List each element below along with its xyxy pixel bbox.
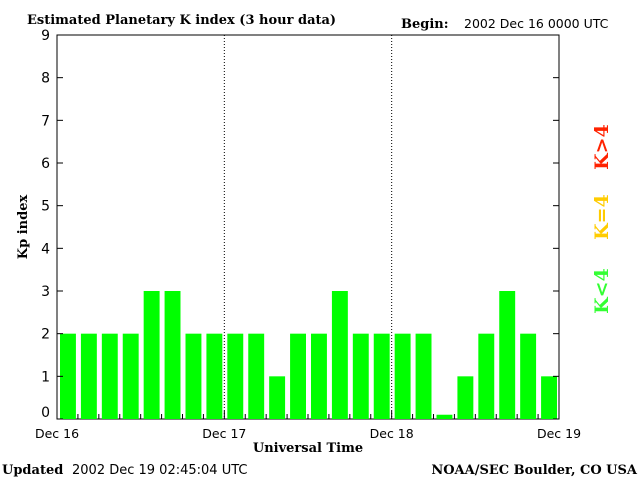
kp-bar [436,414,453,419]
x-axis-label: Universal Time [253,441,363,456]
y-tick-label: 8 [41,71,50,87]
legend-k-greater-4: K>4 [591,124,613,170]
kp-bar [394,333,411,419]
y-axis-label: Kp index [16,195,31,260]
kp-bar [122,333,139,419]
kp-bar [143,291,160,419]
y-tick-label: 4 [41,241,50,257]
legend-k-equal-4: K=4 [591,194,613,240]
kp-bar [499,291,516,419]
y-tick-label: 5 [41,199,50,215]
kp-bar [457,376,474,419]
begin-label: Begin: [401,17,449,32]
x-tick-label: Dec 19 [537,426,581,441]
x-tick-label: Dec 17 [202,426,246,441]
kp-bar [373,333,390,419]
y-tick-label: 0 [41,405,50,421]
x-tick-label: Dec 16 [35,426,79,441]
y-tick-label: 7 [41,113,50,129]
updated-value: 2002 Dec 19 02:45:04 UTC [72,463,247,478]
y-tick-label: 1 [41,369,50,385]
kp-bar [185,333,202,419]
bars-group [60,291,557,419]
y-axis-ticks: 0 1 2 3 4 5 6 7 8 9 [41,28,559,421]
kp-bar [290,333,306,419]
kp-bar [331,291,348,419]
y-tick-label: 6 [41,156,50,172]
kp-bar [311,333,327,419]
kp-bar [101,333,118,419]
kp-bar [164,291,181,419]
day-separators [223,35,393,419]
kp-bar [352,333,369,419]
begin-value: 2002 Dec 16 0000 UTC [464,16,609,31]
y-tick-label: 9 [41,28,50,44]
kp-bar [80,333,97,419]
x-tick-label: Dec 18 [370,426,414,441]
kp-bar [478,333,495,419]
y-tick-label: 3 [41,284,50,300]
legend-k-less-4: K<4 [591,268,613,314]
credit-text: NOAA/SEC Boulder, CO USA [431,463,638,478]
kp-bar [60,333,76,419]
kp-bar [227,333,244,419]
x-axis-ticks: Dec 16 Dec 17 Dec 18 Dec 19 [35,411,581,441]
kp-bar [206,333,223,419]
kp-bar [520,333,537,419]
kp-bar [269,376,286,419]
kp-bar [415,333,432,419]
kp-bar [248,333,265,419]
y-tick-label: 2 [41,327,50,343]
kp-bar [541,376,557,419]
chart-title: Estimated Planetary K index (3 hour data… [27,13,336,28]
updated-label: Updated [2,463,63,478]
